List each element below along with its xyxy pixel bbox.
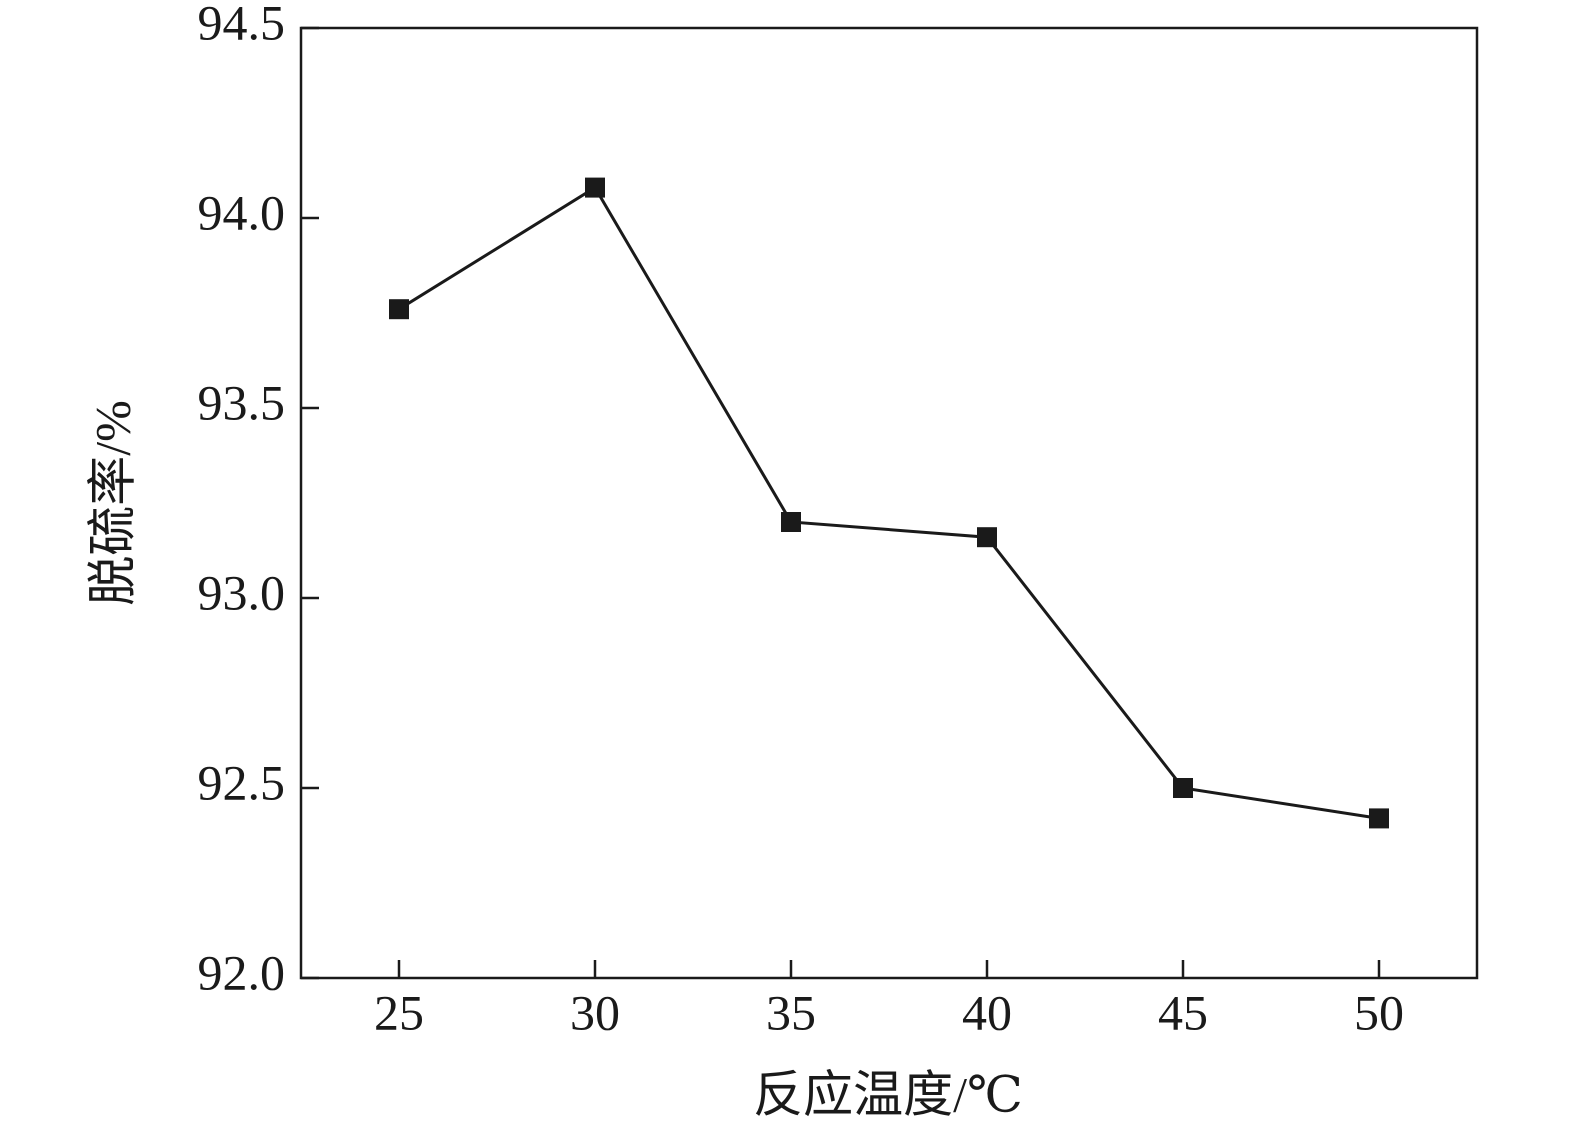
marker bbox=[781, 512, 801, 532]
y-axis-label: 脱硫率/% bbox=[84, 400, 140, 606]
x-tick-label: 50 bbox=[1354, 984, 1404, 1040]
x-tick-label: 25 bbox=[374, 984, 424, 1040]
marker bbox=[977, 527, 997, 548]
y-tick-label: 93.5 bbox=[198, 374, 286, 430]
y-tick-label: 94.0 bbox=[198, 184, 286, 240]
x-tick-label: 40 bbox=[962, 984, 1012, 1040]
x-tick-label: 30 bbox=[570, 984, 620, 1040]
y-tick-label: 92.0 bbox=[198, 944, 286, 1000]
y-tick-label: 92.5 bbox=[198, 754, 286, 810]
series-line bbox=[398, 185, 1380, 820]
marker bbox=[1369, 808, 1389, 829]
marker bbox=[585, 177, 605, 198]
x-axis-label: 反应温度/℃ bbox=[753, 1066, 1023, 1122]
marker bbox=[1173, 778, 1193, 798]
plot-frame bbox=[299, 26, 1479, 980]
y-tick-label: 93.0 bbox=[198, 564, 286, 620]
x-tick-label: 45 bbox=[1158, 984, 1208, 1040]
y-tick-label: 94.5 bbox=[198, 0, 286, 50]
x-tick-label: 35 bbox=[766, 984, 816, 1040]
marker bbox=[389, 299, 409, 320]
